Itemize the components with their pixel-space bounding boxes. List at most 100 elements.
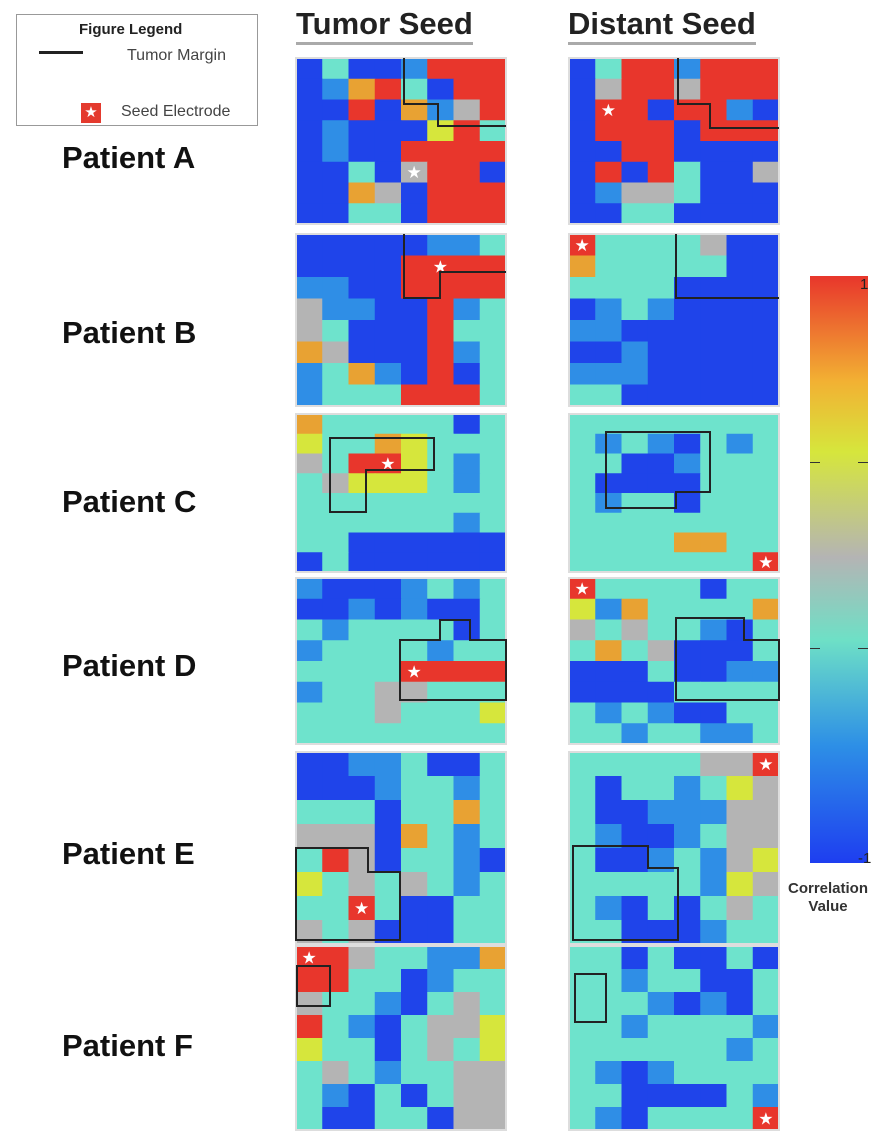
heatmap-cell <box>427 872 455 897</box>
heatmap-cell <box>453 414 481 435</box>
colorbar-tick <box>810 648 820 649</box>
heatmap-cell <box>752 182 780 204</box>
heatmap-cell <box>296 255 323 278</box>
heatmap-cell <box>322 552 350 573</box>
heatmap-cell <box>752 896 780 921</box>
heatmap-cell <box>374 992 402 1016</box>
heatmap-cell <box>348 578 376 600</box>
heatmap-cell <box>296 512 323 534</box>
heatmap-cell <box>427 58 455 80</box>
heatmap-cell <box>569 234 596 257</box>
heatmap-cell <box>374 702 402 724</box>
heatmap-cell <box>595 493 623 514</box>
heatmap-cell <box>752 320 780 343</box>
heatmap-cell <box>595 872 623 897</box>
heatmap-cell <box>322 341 350 364</box>
heatmap-cell <box>621 1107 649 1131</box>
heatmap-cell <box>401 363 428 386</box>
heatmap-cell <box>374 120 402 142</box>
heatmap-cell <box>401 78 428 101</box>
heatmap-cell <box>348 341 376 364</box>
heatmap-cell <box>674 776 701 801</box>
heatmap-cell <box>569 619 596 641</box>
heatmap-cell <box>453 920 481 945</box>
heatmap-cell <box>700 1015 728 1039</box>
heatmap-cell <box>569 1107 596 1131</box>
heatmap-cell <box>348 800 376 825</box>
heatmap-cell <box>647 992 675 1016</box>
heatmap-cell <box>569 800 596 825</box>
heatmap-cell <box>427 824 455 849</box>
heatmap-cell <box>595 512 623 534</box>
heatmap-cell <box>479 848 507 873</box>
heatmap-cell <box>752 58 780 80</box>
heatmap-cell <box>322 776 350 801</box>
heatmap-cell <box>726 532 754 553</box>
heatmap-cell <box>453 277 481 300</box>
heatmap-cell <box>595 203 623 225</box>
heatmap-cell <box>674 640 701 662</box>
heatmap-cell <box>374 182 402 204</box>
heatmap-cell <box>621 341 649 364</box>
heatmap-cell <box>726 848 754 873</box>
heatmap-cell <box>752 99 780 121</box>
heatmap-cell <box>322 896 350 921</box>
heatmap-cell <box>322 493 350 514</box>
heatmap-cell <box>674 1015 701 1039</box>
heatmap-cell <box>700 203 728 225</box>
heatmap-cell <box>752 619 780 641</box>
heatmap-cell <box>700 920 728 945</box>
heatmap-cell <box>595 277 623 300</box>
seed-electrode-star-icon: ★ <box>575 579 590 599</box>
heatmap-cell <box>700 512 728 534</box>
heatmap-cell <box>348 277 376 300</box>
colorbar <box>810 276 868 863</box>
heatmap-cell <box>374 1061 402 1085</box>
heatmap-panel-tumor: ★ <box>295 751 507 945</box>
heatmap-cell <box>479 619 507 641</box>
heatmap-cell <box>726 234 754 257</box>
heatmap-cell <box>569 182 596 204</box>
heatmap-cell <box>647 234 675 257</box>
heatmap-cell <box>752 1015 780 1039</box>
heatmap-cell <box>621 1084 649 1108</box>
heatmap-cell <box>700 681 728 704</box>
heatmap-cell <box>621 619 649 641</box>
heatmap-cell <box>595 58 623 80</box>
heatmap-cell <box>322 1038 350 1062</box>
heatmap-cell <box>401 681 428 704</box>
heatmap-cell <box>621 234 649 257</box>
heatmap-cell <box>700 702 728 724</box>
heatmap-cell <box>700 320 728 343</box>
heatmap-cell <box>726 473 754 494</box>
heatmap-cell <box>595 341 623 364</box>
heatmap-cell <box>647 384 675 407</box>
heatmap-cell <box>374 1038 402 1062</box>
heatmap-cell <box>569 824 596 849</box>
heatmap-cell <box>569 946 596 970</box>
heatmap-cell <box>322 800 350 825</box>
heatmap-cell <box>401 661 428 683</box>
heatmap-cell <box>595 969 623 993</box>
heatmap-cell <box>401 473 428 494</box>
heatmap-cell <box>374 578 402 600</box>
heatmap-cell <box>374 776 402 801</box>
heatmap-cell <box>322 752 350 777</box>
heatmap-cell <box>348 1038 376 1062</box>
heatmap-cell <box>595 848 623 873</box>
heatmap-cell <box>348 681 376 704</box>
heatmap-cell <box>569 1084 596 1108</box>
heatmap-cell <box>674 552 701 573</box>
heatmap-cell <box>621 946 649 970</box>
heatmap-cell <box>322 848 350 873</box>
heatmap-cell <box>621 578 649 600</box>
heatmap-cell <box>296 453 323 474</box>
heatmap-cell <box>427 896 455 921</box>
heatmap-cell <box>479 255 507 278</box>
panel-border <box>568 751 780 945</box>
heatmap-cell <box>752 120 780 142</box>
heatmap-cell <box>401 99 428 121</box>
heatmap-cell <box>296 473 323 494</box>
heatmap-cell <box>752 141 780 163</box>
heatmap-cell <box>401 578 428 600</box>
